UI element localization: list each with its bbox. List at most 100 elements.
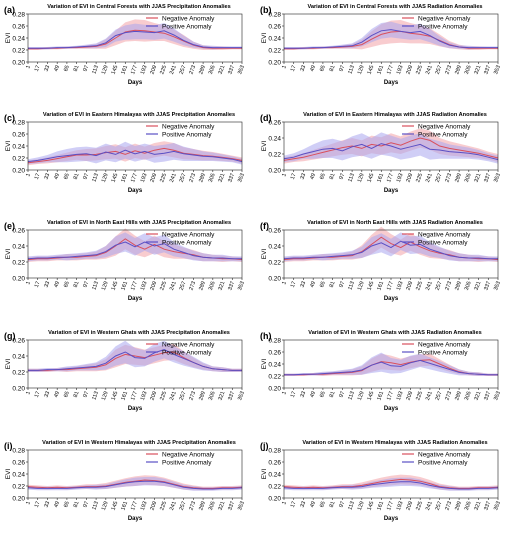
x-tick-label: 113 [347, 501, 356, 511]
y-tick-label: 0.26 [268, 228, 281, 235]
x-tick-label: 225 [159, 65, 168, 76]
x-tick-label: 97 [83, 281, 91, 289]
x-tick-label: 321 [218, 65, 227, 76]
y-tick-label: 0.20 [12, 276, 25, 283]
x-tick-label: 97 [339, 501, 347, 509]
chart-panel-h: (h) Variation of EVI in Western Ghats wit… [260, 330, 502, 412]
y-tick-label: 0.20 [268, 386, 281, 393]
x-tick-label: 177 [386, 391, 395, 402]
x-tick-label: 353 [237, 65, 246, 76]
y-tick-label: 0.22 [12, 484, 25, 491]
x-tick-label: 145 [367, 391, 376, 402]
x-tick-label: 1 [281, 501, 288, 506]
x-tick-label: 321 [474, 391, 483, 402]
y-tick-label: 0.22 [268, 484, 281, 491]
y-tick-label: 0.22 [12, 260, 25, 267]
x-tick-label: 289 [454, 281, 463, 292]
panel-label: (h) [260, 331, 272, 341]
x-tick-label: 1 [25, 391, 32, 396]
y-tick-label: 0.24 [268, 244, 281, 251]
x-axis-label: Days [128, 406, 143, 412]
y-tick-label: 0.22 [12, 156, 25, 163]
legend-label-positive: Positive Anomaly [418, 349, 468, 356]
x-tick-label: 209 [406, 281, 415, 292]
x-tick-label: 289 [454, 65, 463, 76]
series-line-positive [27, 149, 243, 163]
legend-label-positive: Positive Anomaly [162, 239, 212, 246]
x-tick-label: 161 [120, 391, 129, 402]
y-tick-label: 0.26 [12, 460, 25, 467]
y-tick-label: 0.22 [12, 48, 25, 55]
x-tick-label: 113 [91, 173, 100, 183]
series-line-positive [283, 143, 499, 161]
x-tick-label: 177 [386, 281, 395, 292]
series-line-positive [27, 241, 242, 260]
x-tick-label: 193 [140, 501, 149, 512]
x-tick-label: 257 [179, 501, 188, 512]
x-tick-label: 353 [237, 281, 246, 292]
series-line-positive [284, 359, 498, 376]
x-tick-label: 65 [319, 281, 327, 289]
x-tick-label: 145 [367, 281, 376, 292]
x-tick-label: 81 [329, 501, 337, 509]
legend-label-positive: Positive Anomaly [162, 23, 212, 30]
chart-title: Variation of EVI in Western Ghats with J… [48, 330, 230, 336]
x-tick-label: 241 [425, 281, 434, 292]
x-tick-label: 337 [483, 501, 492, 512]
x-tick-label: 193 [396, 501, 405, 512]
x-tick-label: 353 [493, 281, 502, 292]
x-tick-label: 81 [329, 65, 337, 73]
x-tick-label: 97 [83, 173, 91, 181]
x-tick-label: 209 [406, 65, 415, 76]
panel-label: (e) [4, 221, 15, 231]
x-tick-label: 305 [464, 391, 473, 402]
x-tick-label: 337 [227, 391, 236, 402]
y-tick-label: 0.28 [268, 12, 281, 19]
x-tick-label: 177 [386, 65, 395, 76]
y-tick-label: 0.22 [12, 370, 25, 377]
y-tick-label: 0.24 [268, 136, 281, 143]
x-tick-label: 17 [290, 281, 298, 289]
x-tick-label: 257 [435, 173, 444, 184]
x-tick-label: 209 [150, 173, 159, 184]
x-tick-label: 81 [73, 391, 81, 399]
x-tick-label: 113 [91, 65, 100, 75]
series-line-positive [27, 480, 243, 490]
x-tick-label: 129 [357, 281, 366, 292]
x-tick-label: 209 [150, 501, 159, 512]
x-tick-label: 353 [493, 65, 502, 76]
x-tick-label: 81 [73, 501, 81, 509]
chart-panel-e: (e) Variation of EVI in North East Hills … [4, 220, 246, 302]
x-tick-label: 17 [290, 391, 298, 399]
x-tick-label: 33 [44, 65, 52, 73]
x-tick-label: 97 [83, 391, 91, 399]
x-tick-label: 65 [63, 173, 71, 181]
x-tick-label: 49 [309, 173, 317, 181]
confidence-band-positive [28, 141, 242, 165]
chart-title: Variation of EVI in North East Hills wit… [47, 220, 231, 226]
x-tick-label: 33 [300, 501, 308, 509]
x-tick-label: 49 [309, 281, 317, 289]
x-tick-label: 97 [339, 173, 347, 181]
x-tick-label: 257 [435, 391, 444, 402]
x-tick-label: 289 [454, 173, 463, 184]
y-tick-label: 0.20 [12, 168, 25, 175]
y-tick-label: 0.28 [268, 338, 281, 345]
x-tick-label: 49 [53, 65, 61, 73]
y-tick-label: 0.20 [268, 496, 281, 503]
chart-panel-g: (g) Variation of EVI in Western Ghats wit… [4, 330, 246, 412]
x-tick-label: 241 [169, 65, 178, 76]
x-tick-label: 289 [198, 281, 207, 292]
x-tick-label: 1 [281, 65, 288, 70]
legend-label-negative: Negative Anomaly [418, 15, 471, 22]
y-tick-label: 0.24 [12, 354, 25, 361]
x-tick-label: 305 [464, 501, 473, 512]
x-axis-label: Days [384, 188, 399, 194]
x-tick-label: 81 [73, 281, 81, 289]
series-line-negative [283, 137, 499, 161]
x-tick-label: 113 [91, 391, 100, 401]
x-tick-label: 241 [425, 391, 434, 402]
x-tick-label: 65 [319, 65, 327, 73]
chart-title: Variation of EVI in Central Forests with… [307, 4, 482, 10]
x-tick-label: 273 [444, 391, 453, 402]
